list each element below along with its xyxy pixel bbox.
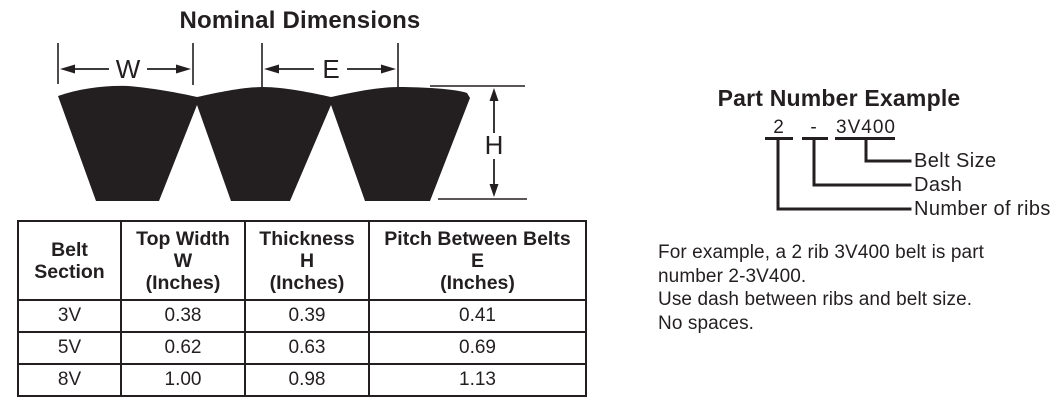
cell-pitch: 1.13 [368,363,587,397]
e-arrow-left-icon [264,64,279,74]
header-belt-section: Belt Section [17,220,122,301]
cell-belt-section: 3V [17,299,122,333]
w-label: W [116,54,141,84]
table-row: 5V 0.62 0.63 0.69 [17,331,587,365]
cell-top-width: 1.00 [120,363,246,397]
cell-belt-section: 8V [17,363,122,397]
belt-size-value: 3V400 [836,117,896,138]
cell-belt-section: 5V [17,331,122,365]
part-number-notes: For example, a 2 rib 3V400 belt is part … [658,241,1038,335]
table-header-row: Belt Section Top Width W (Inches) Thickn… [17,220,587,301]
header-thickness: Thickness H (Inches) [244,220,370,301]
belt-profile-shape [58,85,470,201]
part-number-callout-diagram: 2 - 3V400 Belt Size Dash Number of ribs [765,117,1051,220]
w-dimension: W [60,54,191,84]
h-arrow-up-icon [489,88,499,101]
dimension-ticks [57,43,399,90]
callout-lines [776,137,912,211]
belt-dimensions-table: Belt Section Top Width W (Inches) Thickn… [17,220,587,397]
cell-thickness: 0.98 [244,363,370,397]
h-dimension: H [430,85,527,200]
e-dimension: E [264,54,396,84]
cell-thickness: 0.63 [244,331,370,365]
h-arrow-down-icon [489,184,499,197]
nominal-dimensions-title: Nominal Dimensions [179,7,421,34]
belt-cross-section-diagram: W E H [57,43,527,201]
dash-value: - [810,117,817,138]
table-row: 3V 0.38 0.39 0.41 [17,299,587,333]
note-line: No spaces. [658,312,755,334]
header-top-width: Top Width W (Inches) [120,220,246,301]
e-label: E [322,54,339,84]
note-line: Use dash between ribs and belt size. [658,289,973,310]
table-row: 8V 1.00 0.98 1.13 [17,363,587,397]
note-line: number 2-3V400. [658,265,807,287]
ribs-label: Number of ribs [914,198,1051,220]
dash-label: Dash [914,174,962,196]
cell-pitch: 0.69 [368,331,587,365]
cell-pitch: 0.41 [368,299,587,333]
cell-top-width: 0.38 [120,299,246,333]
e-arrow-right-icon [381,64,396,74]
h-label: H [485,130,504,160]
cell-thickness: 0.39 [244,299,370,333]
note-line: For example, a 2 rib 3V400 belt is part [658,242,985,263]
belt-size-label: Belt Size [914,150,997,172]
part-number-heading: Part Number Example [717,85,961,111]
ribs-value: 2 [773,117,785,138]
w-arrow-right-icon [176,64,191,74]
segment-underlines [765,137,895,140]
cell-top-width: 0.62 [120,331,246,365]
w-arrow-left-icon [60,64,75,74]
header-pitch-between-belts: Pitch Between Belts E (Inches) [368,220,587,301]
